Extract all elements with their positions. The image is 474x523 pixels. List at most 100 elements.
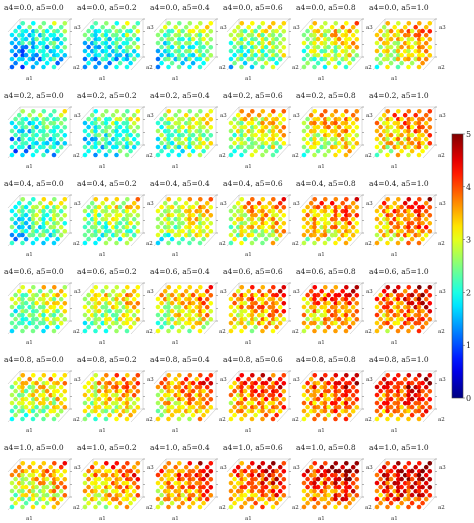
data-point <box>235 32 241 38</box>
data-point <box>128 500 133 506</box>
data-point <box>37 376 43 382</box>
data-point <box>176 240 182 246</box>
data-point <box>336 28 342 34</box>
data-point <box>270 120 276 126</box>
data-point <box>396 221 401 226</box>
data-point <box>13 300 18 306</box>
data-point <box>378 492 383 498</box>
data-point <box>128 380 133 386</box>
data-point <box>173 488 178 494</box>
data-point <box>413 32 418 38</box>
data-point <box>31 37 36 42</box>
data-point <box>135 285 141 290</box>
data-point <box>31 197 36 202</box>
data-point <box>385 480 390 486</box>
data-point <box>169 116 175 122</box>
data-point <box>281 309 287 314</box>
data-point <box>62 221 68 226</box>
data-point <box>263 484 269 490</box>
data-point <box>20 373 26 378</box>
data-point <box>183 312 189 318</box>
axis-label-x: a1 <box>172 252 179 258</box>
data-point <box>417 109 422 114</box>
data-point <box>48 472 53 478</box>
data-point <box>333 285 339 290</box>
data-point <box>190 140 196 146</box>
data-point <box>420 492 425 498</box>
data-point <box>277 472 283 478</box>
data-point <box>312 320 317 326</box>
data-point <box>204 56 210 62</box>
data-point <box>93 37 99 42</box>
data-point <box>13 228 18 234</box>
data-point <box>208 125 214 130</box>
data-point <box>89 136 95 142</box>
data-point <box>385 405 391 410</box>
data-point <box>169 132 175 138</box>
data-point <box>51 136 57 142</box>
axes-edge <box>349 320 363 335</box>
data-point <box>114 40 119 46</box>
data-point <box>162 144 168 150</box>
data-point <box>416 416 422 422</box>
data-point <box>52 125 57 130</box>
data-point <box>323 317 328 322</box>
axes-edge <box>203 194 217 209</box>
data-point <box>228 216 234 222</box>
data-point <box>204 384 210 390</box>
data-point <box>315 52 321 58</box>
data-point <box>336 292 342 298</box>
data-point <box>381 384 387 390</box>
data-point <box>274 28 279 34</box>
data-point <box>177 285 182 290</box>
data-point <box>52 405 57 410</box>
data-point <box>249 392 255 398</box>
data-point <box>333 141 339 146</box>
data-point <box>197 504 203 510</box>
data-point <box>159 228 164 234</box>
data-point <box>93 485 99 490</box>
data-point <box>250 317 255 322</box>
data-point <box>194 208 199 214</box>
data-point <box>406 389 412 394</box>
data-point <box>249 40 255 46</box>
data-point <box>347 468 352 474</box>
data-point <box>34 44 39 50</box>
data-point <box>41 221 47 226</box>
data-point <box>333 56 338 62</box>
data-point <box>30 504 36 510</box>
data-point <box>395 152 401 158</box>
data-point <box>37 472 43 478</box>
data-point <box>41 472 46 478</box>
data-point <box>13 468 18 474</box>
data-point <box>340 488 345 494</box>
data-point <box>208 493 214 498</box>
data-point <box>385 240 390 246</box>
data-point <box>198 197 203 202</box>
data-point <box>322 472 328 478</box>
data-point <box>344 397 349 402</box>
data-point <box>232 412 237 418</box>
data-point <box>242 148 248 154</box>
data-point <box>228 136 234 142</box>
data-point <box>31 213 36 218</box>
data-point <box>131 296 137 302</box>
data-point <box>406 296 411 302</box>
axis-label-y: a2 <box>219 505 226 511</box>
data-point <box>323 213 328 218</box>
data-point <box>124 64 130 70</box>
axis-ticks <box>289 194 291 234</box>
data-point <box>100 472 105 478</box>
data-point <box>173 296 178 302</box>
data-point <box>274 292 279 298</box>
data-point <box>187 389 193 394</box>
data-point <box>82 56 88 62</box>
data-point <box>131 208 137 214</box>
data-point <box>256 312 262 318</box>
data-point <box>89 376 95 382</box>
data-point <box>194 56 199 62</box>
data-point <box>58 376 64 382</box>
data-point <box>20 56 25 62</box>
